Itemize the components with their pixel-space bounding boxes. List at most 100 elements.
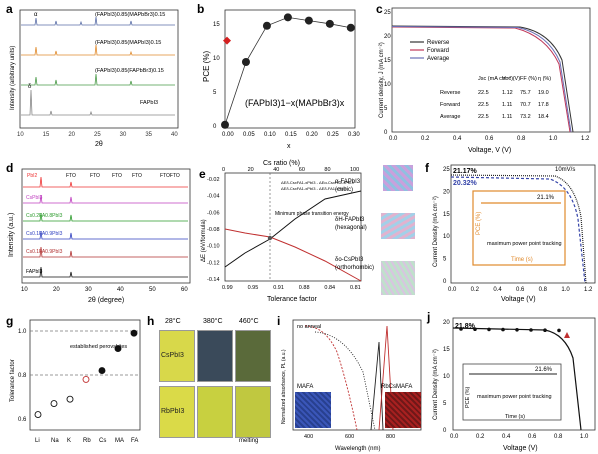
- j-xlabel: Voltage (V): [503, 445, 538, 452]
- j-mpp-marker: [564, 332, 570, 338]
- e-toptick: 20: [248, 167, 254, 173]
- g-xtick: Li: [35, 438, 40, 444]
- j-point: [529, 328, 533, 332]
- g-ytick: 1.0: [18, 329, 27, 335]
- b-point: [346, 23, 355, 32]
- e-xtick: 0.95: [248, 285, 259, 291]
- panel-e-structures: [373, 157, 423, 304]
- structure-orthorhombic: [381, 261, 415, 295]
- a-trace-name-3: (FAPbI3)0.85(FAPbBr3)0.15: [95, 68, 164, 74]
- d-peak-fto: FTO: [132, 173, 142, 179]
- b-ylabel: PCE (%): [202, 51, 211, 82]
- c-table-cell: 19.0: [538, 90, 549, 96]
- c-ylabel: Current density, J (mA cm⁻²): [379, 42, 385, 118]
- f-ytick: 10: [443, 234, 450, 240]
- panel-b-chart: PCE (%) (FAPbI3)1−x(MAPbBr3)x x 0.00 0.05…: [202, 9, 360, 150]
- panel-a: a Intensity (arbitrary units) 2θ 10 15 20 2…: [0, 0, 195, 150]
- e-legend-2: ΔEδ-CsxFA1-xPbI3 - ΔEδ-FA1-xPbI3: [281, 186, 347, 191]
- e-toptick: 40: [273, 167, 279, 173]
- d-peak-fto: FTO: [66, 173, 76, 179]
- g-annotation: established perovskites: [70, 344, 127, 350]
- panel-f-chart: Current Density (mA cm⁻²) Voltage (V) 0.…: [433, 164, 596, 303]
- a-ylabel: Intensity (arbitrary units): [10, 46, 16, 110]
- h-temp-1: 28°C: [165, 318, 181, 325]
- a-trace-name-4: FAPbI3: [140, 100, 158, 106]
- c-table-header: Voc (V): [502, 76, 520, 82]
- b-point: [241, 58, 250, 66]
- d-trace-name-3: Cs0.2FA0.8PbI3: [26, 213, 63, 219]
- c-xtick: 1.2: [581, 136, 590, 142]
- j-point: [459, 327, 463, 331]
- i-xtick: 600: [345, 434, 354, 440]
- i-ylabel: Normalized absorbance, PL (a.u.): [281, 349, 287, 424]
- panel-label: j: [427, 310, 431, 324]
- f-xtick: 0.4: [493, 287, 502, 293]
- structure-hexagonal: [381, 213, 415, 239]
- structure-cubic: [383, 165, 413, 191]
- f-curve-reverse: [450, 174, 587, 284]
- j-xtick: 0.2: [476, 434, 485, 440]
- h-photo-b: [197, 330, 233, 382]
- b-ytick: 10: [213, 56, 220, 62]
- f-xtick: 0.8: [539, 287, 548, 293]
- d-trace-name-4: Cs0.1FA0.9PbI3: [26, 231, 63, 237]
- g-ytick: 0.6: [18, 417, 27, 423]
- e-xtick: 0.84: [324, 285, 335, 291]
- i-note: no anneal: [297, 324, 321, 330]
- f-eff-top: 21.17%: [453, 168, 478, 175]
- e-toptick: 80: [324, 167, 330, 173]
- g-point: [130, 329, 138, 337]
- b-xtick: 0.25: [327, 132, 339, 138]
- j-ytick: 10: [443, 374, 450, 380]
- panel-e-phases: α-FAPbI3 (cubic) δH-FAPbI3 (hexagonal) δ…: [335, 160, 375, 300]
- panel-d: d Intensity (a.u.) 2θ (degree) 10 20 30 40 5…: [0, 157, 195, 304]
- g-point: [82, 375, 90, 383]
- b-point: [304, 16, 313, 25]
- e-toptick: 0: [222, 167, 225, 173]
- i-img-label-rbcs: RbCsMAFA: [381, 384, 413, 390]
- j-inset-xlabel: Time (s): [505, 414, 525, 420]
- b-xtick: 0.10: [264, 132, 276, 138]
- c-table-cell: 1.11: [502, 102, 512, 108]
- c-xtick: 0.8: [517, 136, 526, 142]
- phase-hexagonal: δH-FAPbI3 (hexagonal): [335, 217, 367, 231]
- f-ytick: 0: [443, 279, 447, 285]
- j-xtick: 1.0: [580, 434, 589, 440]
- panel-g-chart: Tolerance factor established perovskites…: [10, 319, 141, 444]
- e-ytick: -0.08: [207, 227, 220, 233]
- j-ylabel: Current Density (mA cm⁻²): [433, 349, 439, 420]
- c-table-cell: 18.4: [538, 114, 549, 120]
- c-table-cell: 1.12: [502, 90, 513, 96]
- d-ylabel: Intensity (a.u.): [8, 213, 15, 257]
- f-xtick: 1.2: [584, 287, 593, 293]
- e-xtick: 0.91: [273, 285, 284, 291]
- panel-i-chart: Normalized absorbance, PL (a.u.) Wavelen…: [281, 319, 422, 452]
- e-ytick: -0.04: [207, 194, 220, 200]
- b-point: [325, 19, 334, 28]
- f-eff-bottom: 20.32%: [453, 180, 478, 187]
- a-xtick: 10: [17, 132, 24, 138]
- h-row-rbpbi3: RbPbI3: [161, 408, 185, 415]
- j-xtick: 0.8: [554, 434, 563, 440]
- f-xtick: 0.6: [516, 287, 525, 293]
- d-xtick: 30: [85, 287, 92, 293]
- c-legend-reverse: Reverse: [427, 40, 450, 46]
- panel-label: d: [6, 161, 14, 175]
- g-ylabel: Tolerance factor: [10, 359, 16, 402]
- b-xtick: 0.00: [222, 132, 234, 138]
- c-table-header: Jsc (mA cm⁻²): [478, 76, 513, 82]
- c-xlabel: Voltage, V (V): [468, 147, 511, 154]
- j-point: [515, 328, 519, 332]
- d-xlabel: 2θ (degree): [88, 297, 124, 304]
- c-table-cell: Reverse: [440, 90, 460, 96]
- panel-label: b: [197, 2, 205, 16]
- g-xtick: Rb: [83, 438, 91, 444]
- panel-i: i Normalized absorbance, PL (a.u.) Wavel…: [275, 312, 425, 454]
- e-ytick: -0.02: [207, 177, 220, 183]
- b-fit-line: [224, 16, 351, 125]
- a-xlabel: 2θ: [95, 141, 103, 148]
- panel-a-chart: Intensity (arbitrary units) 2θ 10 15 20 25 3…: [10, 9, 179, 148]
- c-table-cell: 70.7: [520, 102, 531, 108]
- j-inset-caption: maximum power point tracking: [477, 394, 552, 400]
- b-xlabel: x: [287, 143, 291, 150]
